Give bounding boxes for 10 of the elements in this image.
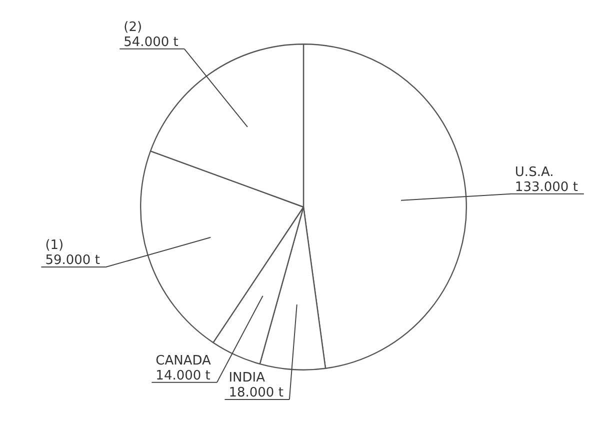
slice-label: (1) [45,238,64,254]
data-label: 54.000 t [124,34,178,50]
data-label: 59.000 t [45,253,100,268]
data-label: 18.000 t [228,385,284,400]
slice-label: U.S.A. [514,164,554,180]
data-label: 14.000 t [156,368,210,384]
data-label: 133.000 t [514,180,578,195]
slice-label: INDIA [228,370,266,386]
slice-label: (2) [124,20,142,35]
slice-label: CANADA [156,353,212,368]
